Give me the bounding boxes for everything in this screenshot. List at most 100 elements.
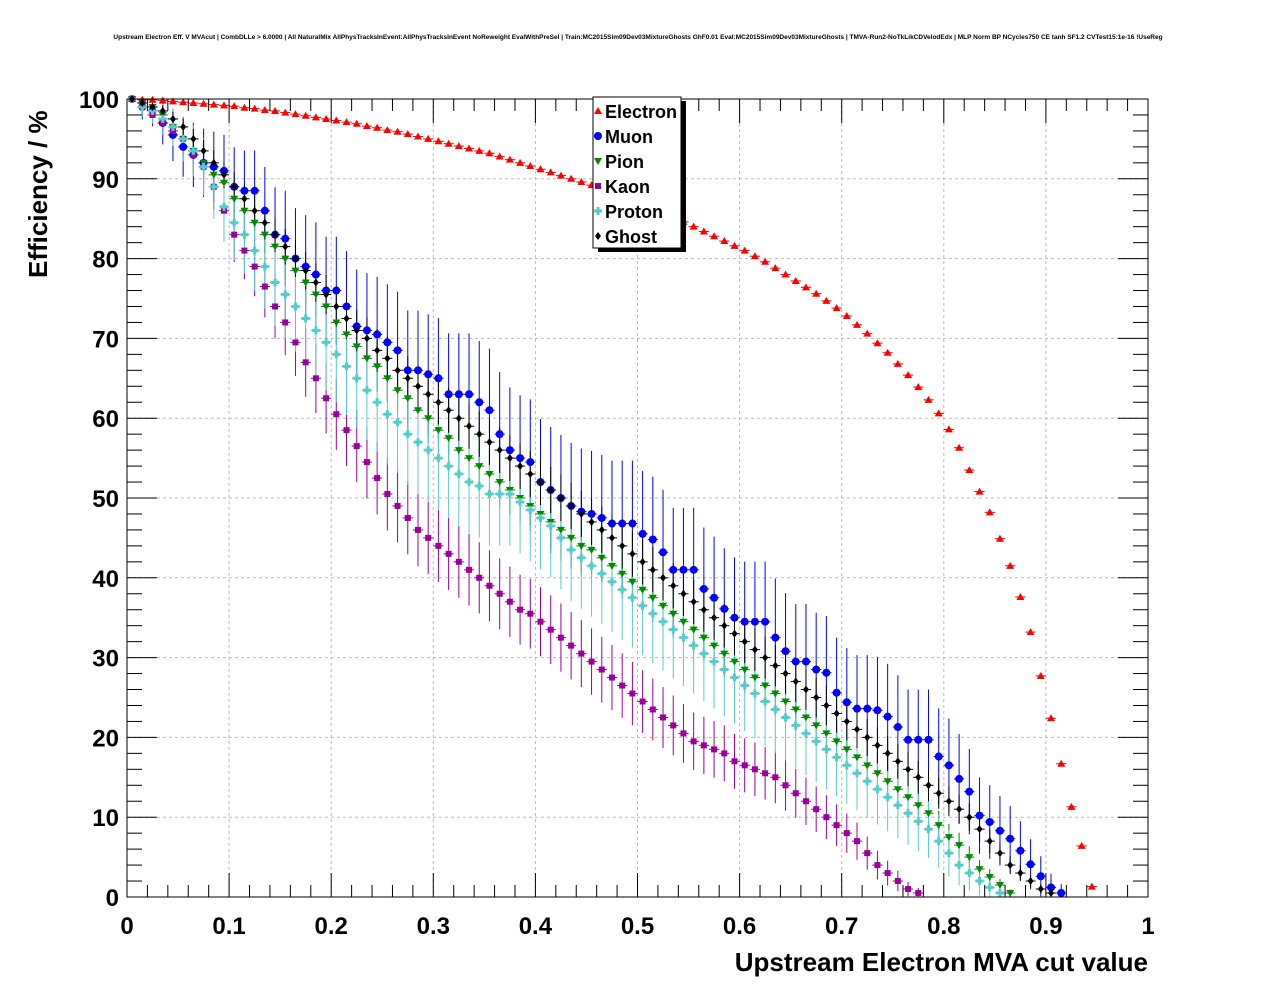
pion-point	[556, 526, 565, 534]
pion-point	[311, 291, 320, 299]
x-tick-label: 0.2	[315, 913, 348, 940]
electron-point	[352, 119, 361, 127]
pion-point	[853, 754, 862, 762]
chart-title: Upstream Electron Eff. V MVAcut | CombDL…	[113, 34, 1163, 41]
proton-point	[904, 809, 913, 818]
muon-point	[628, 519, 637, 528]
ghost-point	[139, 98, 146, 107]
muon-point	[454, 390, 463, 399]
electron-point	[158, 96, 167, 104]
proton-point	[801, 729, 810, 738]
pion-point	[781, 698, 790, 706]
ghost-point	[476, 430, 483, 439]
muon-point	[342, 302, 351, 311]
pion-point	[577, 542, 586, 550]
muon-point	[240, 186, 249, 195]
proton-point	[342, 362, 351, 371]
ghost-point	[935, 789, 942, 798]
electron-point	[873, 339, 882, 347]
ghost-point	[414, 382, 421, 391]
pion-point	[822, 730, 831, 738]
pion-point	[924, 810, 933, 818]
kaon-point	[874, 862, 881, 869]
ghost-legend-marker	[595, 232, 601, 240]
proton-point	[812, 737, 821, 746]
kaon-point	[608, 674, 615, 681]
ghost-point	[149, 102, 156, 111]
proton-point	[893, 801, 902, 810]
electron-point	[750, 252, 759, 260]
kaon-point	[333, 411, 340, 418]
y-tick-label: 100	[79, 87, 119, 114]
proton-point	[863, 777, 872, 786]
pion-point	[679, 618, 688, 626]
x-tick-label: 0	[120, 913, 133, 940]
ghost-point	[394, 366, 401, 375]
proton-point	[618, 585, 627, 594]
proton-point	[403, 430, 412, 439]
electron-point	[546, 168, 555, 176]
muon-point	[699, 584, 708, 593]
proton-point	[883, 793, 892, 802]
muon-legend-marker	[594, 132, 602, 140]
electron-point	[761, 257, 770, 265]
ghost-point	[312, 278, 319, 287]
kaon-point	[762, 770, 769, 777]
muon-point	[465, 390, 474, 399]
proton-point	[853, 769, 862, 778]
electron-point	[556, 171, 565, 179]
ghost-point	[200, 146, 207, 155]
electron-point	[260, 106, 269, 114]
ghost-point	[210, 158, 217, 167]
muon-point	[434, 374, 443, 383]
kaon-point	[272, 303, 279, 310]
kaon-point	[741, 762, 748, 769]
proton-point	[944, 849, 953, 858]
ghost-point	[333, 302, 340, 311]
pion-point	[342, 331, 351, 339]
ghost-point	[956, 805, 963, 814]
ghost-point	[159, 106, 166, 115]
muon-point	[332, 286, 341, 295]
kaon-point	[782, 782, 789, 789]
ghost-point	[639, 557, 646, 566]
electron-point	[1067, 802, 1076, 810]
electron-point	[168, 97, 177, 105]
proton-point	[526, 505, 535, 514]
y-tick-label: 10	[92, 805, 119, 832]
proton-point	[934, 837, 943, 846]
y-tick-label: 50	[92, 486, 119, 513]
ghost-point	[608, 533, 615, 542]
ghost-point	[180, 122, 187, 131]
pion-point	[1006, 890, 1015, 898]
electron-point	[526, 162, 535, 170]
kaon-point	[568, 642, 575, 649]
muon-point	[362, 326, 371, 335]
proton-point	[362, 386, 371, 395]
proton-series	[128, 95, 1004, 898]
electron-point	[209, 100, 218, 108]
proton-point	[689, 641, 698, 650]
electron-point	[689, 222, 698, 230]
muon-point	[587, 509, 596, 518]
muon-point	[924, 735, 933, 744]
electron-point	[250, 104, 259, 112]
proton-point	[577, 553, 586, 562]
ghost-point	[915, 773, 922, 782]
pion-point	[301, 279, 310, 287]
proton-point	[914, 817, 923, 826]
electron-point	[424, 134, 433, 142]
ghost-point	[537, 478, 544, 487]
proton-point	[842, 761, 851, 770]
kaon-legend-marker	[595, 183, 601, 189]
muon-point	[1057, 889, 1066, 898]
proton-point	[750, 689, 759, 698]
ghost-point	[945, 797, 952, 806]
ghost-point	[435, 398, 442, 407]
muon-point	[485, 406, 494, 415]
electron-point	[883, 348, 892, 356]
proton-point	[505, 490, 514, 499]
pion-point	[761, 682, 770, 690]
electron-point	[944, 425, 953, 433]
